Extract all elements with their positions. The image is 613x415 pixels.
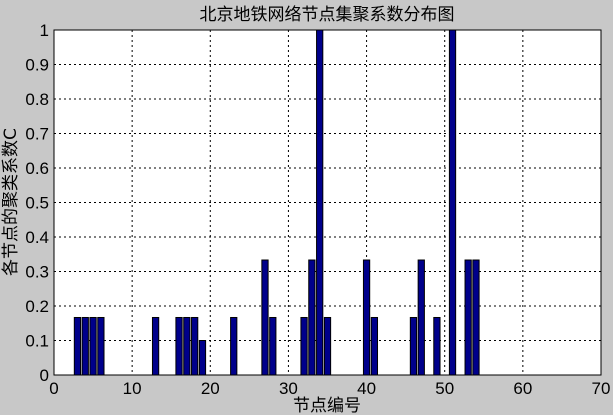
bar — [151, 316, 160, 376]
y-tick-label: 0.7 — [25, 125, 49, 144]
bar — [370, 316, 379, 376]
x-tick-label: 60 — [513, 379, 532, 398]
bar — [448, 29, 457, 376]
chart-title: 北京地铁网络节点集聚系数分布图 — [200, 5, 455, 25]
x-tick-label: 70 — [592, 379, 611, 398]
bar — [472, 259, 480, 376]
bar — [433, 316, 441, 376]
y-tick-label: 0.4 — [25, 228, 49, 247]
y-tick-label: 0.6 — [25, 159, 49, 178]
bar — [409, 316, 418, 376]
x-tick-label: 0 — [49, 379, 58, 398]
x-tick-label: 40 — [357, 379, 376, 398]
bar — [323, 316, 332, 376]
bar — [81, 316, 89, 376]
y-tick-label: 0.3 — [25, 263, 49, 282]
bar — [464, 259, 472, 376]
bar — [269, 316, 277, 376]
bar — [417, 259, 425, 376]
bar — [183, 316, 191, 376]
bar — [198, 340, 207, 376]
bar — [97, 316, 105, 376]
x-axis-label: 节点编号 — [293, 396, 361, 415]
y-tick-label: 1 — [40, 21, 49, 40]
bar — [191, 316, 199, 376]
bar — [175, 316, 183, 376]
bar — [73, 316, 82, 376]
bar — [308, 259, 316, 376]
bar — [316, 29, 324, 376]
x-tick-label: 20 — [201, 379, 220, 398]
y-axis-label: 各节点的聚类系数C — [1, 128, 21, 276]
y-tick-label: 0.9 — [25, 56, 49, 75]
y-tick-label: 0.1 — [25, 332, 49, 351]
y-tick-label: 0.2 — [25, 297, 49, 316]
bar — [362, 259, 371, 376]
bar — [230, 316, 238, 376]
x-tick-label: 10 — [123, 379, 142, 398]
x-tick-label: 30 — [279, 379, 298, 398]
bar — [300, 316, 308, 376]
y-tick-label: 0 — [40, 366, 49, 385]
y-tick-label: 0.8 — [25, 90, 49, 109]
bar — [261, 259, 269, 376]
x-tick-label: 50 — [435, 379, 454, 398]
y-tick-label: 0.5 — [25, 194, 49, 213]
bar — [89, 316, 97, 376]
